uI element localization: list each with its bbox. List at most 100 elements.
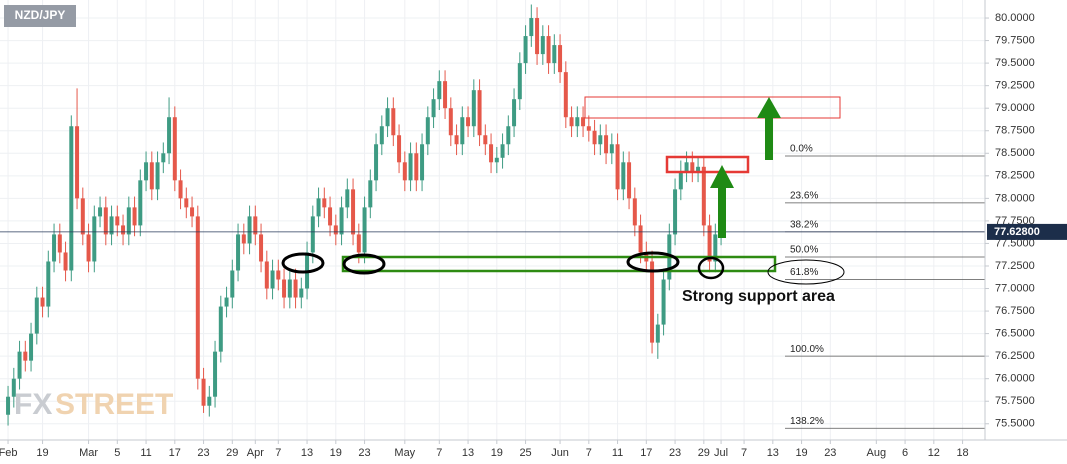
candle-body [420,144,425,181]
candle-body [52,234,57,262]
y-tick-label: 77.2500 [995,260,1035,272]
candle-body [351,189,356,235]
grid: 75.5000 75.7500 76.0000 76.2500 76.5000 76.75… [0,0,1035,459]
fib-label: 61.8% [790,267,818,278]
y-tick-label: 75.7500 [995,395,1035,407]
y-tick-label: 79.0000 [995,102,1035,114]
candle-body [230,270,235,298]
fib-label: 50.0% [790,245,818,256]
candle-body [322,198,327,208]
candle-body [454,135,459,145]
candle-body [138,180,143,226]
candle-body [707,225,712,262]
x-tick-label: 5 [114,447,120,459]
candle-body [368,180,373,208]
overlay: 0.0% 23.6% 38.2% 50.0% 61.8% 100.0% 138.2% 77.6… [0,144,1067,429]
y-tick-label: 77.5000 [995,237,1035,249]
candle-body [178,180,183,199]
candle-body [345,189,350,208]
candle-body [241,234,246,244]
candle-body [483,135,488,145]
candle-body [17,351,22,379]
candle-body [115,216,120,226]
candle-body [190,207,195,217]
y-tick-label: 76.7500 [995,305,1035,317]
candle-body [443,81,448,109]
candle-body [121,225,126,235]
y-tick-label: 79.5000 [995,57,1035,69]
x-tick-label: 25 [519,447,531,459]
fib-label: 100.0% [790,344,824,355]
candle-body [333,225,338,235]
candle-body [477,90,482,136]
resistance-box [584,96,841,119]
y-tick-label: 78.0000 [995,192,1035,204]
candle-body [690,162,695,172]
support-ellipse [342,253,386,275]
candle-body [379,126,384,145]
y-tick-label: 80.0000 [995,12,1035,24]
candle-body [569,117,574,127]
candle-body [586,126,591,131]
x-tick-label: 11 [140,447,151,459]
candle-body [316,198,321,217]
candle-body [282,279,287,298]
x-tick-label: 18 [956,447,968,459]
candle-body [103,207,108,235]
x-tick-label: 29 [226,447,238,459]
candle-body [293,279,298,298]
candle-body [276,270,281,280]
x-tick-label: 23 [358,447,370,459]
candle-body [650,261,655,343]
x-tick-label: 19 [491,447,503,459]
last-price-label: 77.62800 [994,226,1040,238]
x-tick-label: 19 [36,447,48,459]
x-tick-label: 13 [767,447,779,459]
x-tick-label: 13 [462,447,474,459]
candle-body [11,378,16,397]
x-tick-label: Mar [79,447,98,459]
candle-body [109,216,114,235]
y-tick-label: 76.0000 [995,373,1035,385]
target-arrow [757,97,781,160]
fib-label: 38.2% [790,219,818,230]
candle-body [402,162,407,181]
candle-body [563,72,568,118]
candle-body [356,234,361,253]
candle-body [40,297,45,307]
candle-body [673,189,678,235]
y-tick-label: 76.2500 [995,350,1035,362]
candle-body [506,126,511,145]
candle-body [155,162,160,190]
support-ellipse [281,252,325,274]
candle-body [195,216,200,379]
candle-body [207,396,212,406]
candle-body [339,207,344,235]
watermark-fx: FX [14,388,52,421]
y-tick-label: 78.5000 [995,147,1035,159]
candle-body [161,153,166,163]
candle-body [425,117,430,145]
candle-body [615,144,620,190]
candle-body [167,117,172,154]
fib-label: 0.0% [790,144,813,155]
x-tick-label: 13 [301,447,313,459]
candle-body [264,261,269,289]
candle-body [632,198,637,226]
x-tick-label: 6 [902,447,908,459]
candle-body [489,144,494,163]
x-tick-label: 23 [824,447,836,459]
candle-body [299,288,304,298]
candle-body [437,81,442,100]
x-tick-label: Jul [714,447,728,459]
candle-body [92,216,97,262]
candle-body [609,144,614,154]
candle-body [448,108,453,136]
candle-body [310,216,315,253]
candle-body [172,117,177,181]
y-tick-label: 78.2500 [995,170,1035,182]
target-arrow [710,165,734,238]
support-ellipse [626,251,680,273]
candle-body [201,378,206,406]
x-tick-label: 7 [275,447,281,459]
